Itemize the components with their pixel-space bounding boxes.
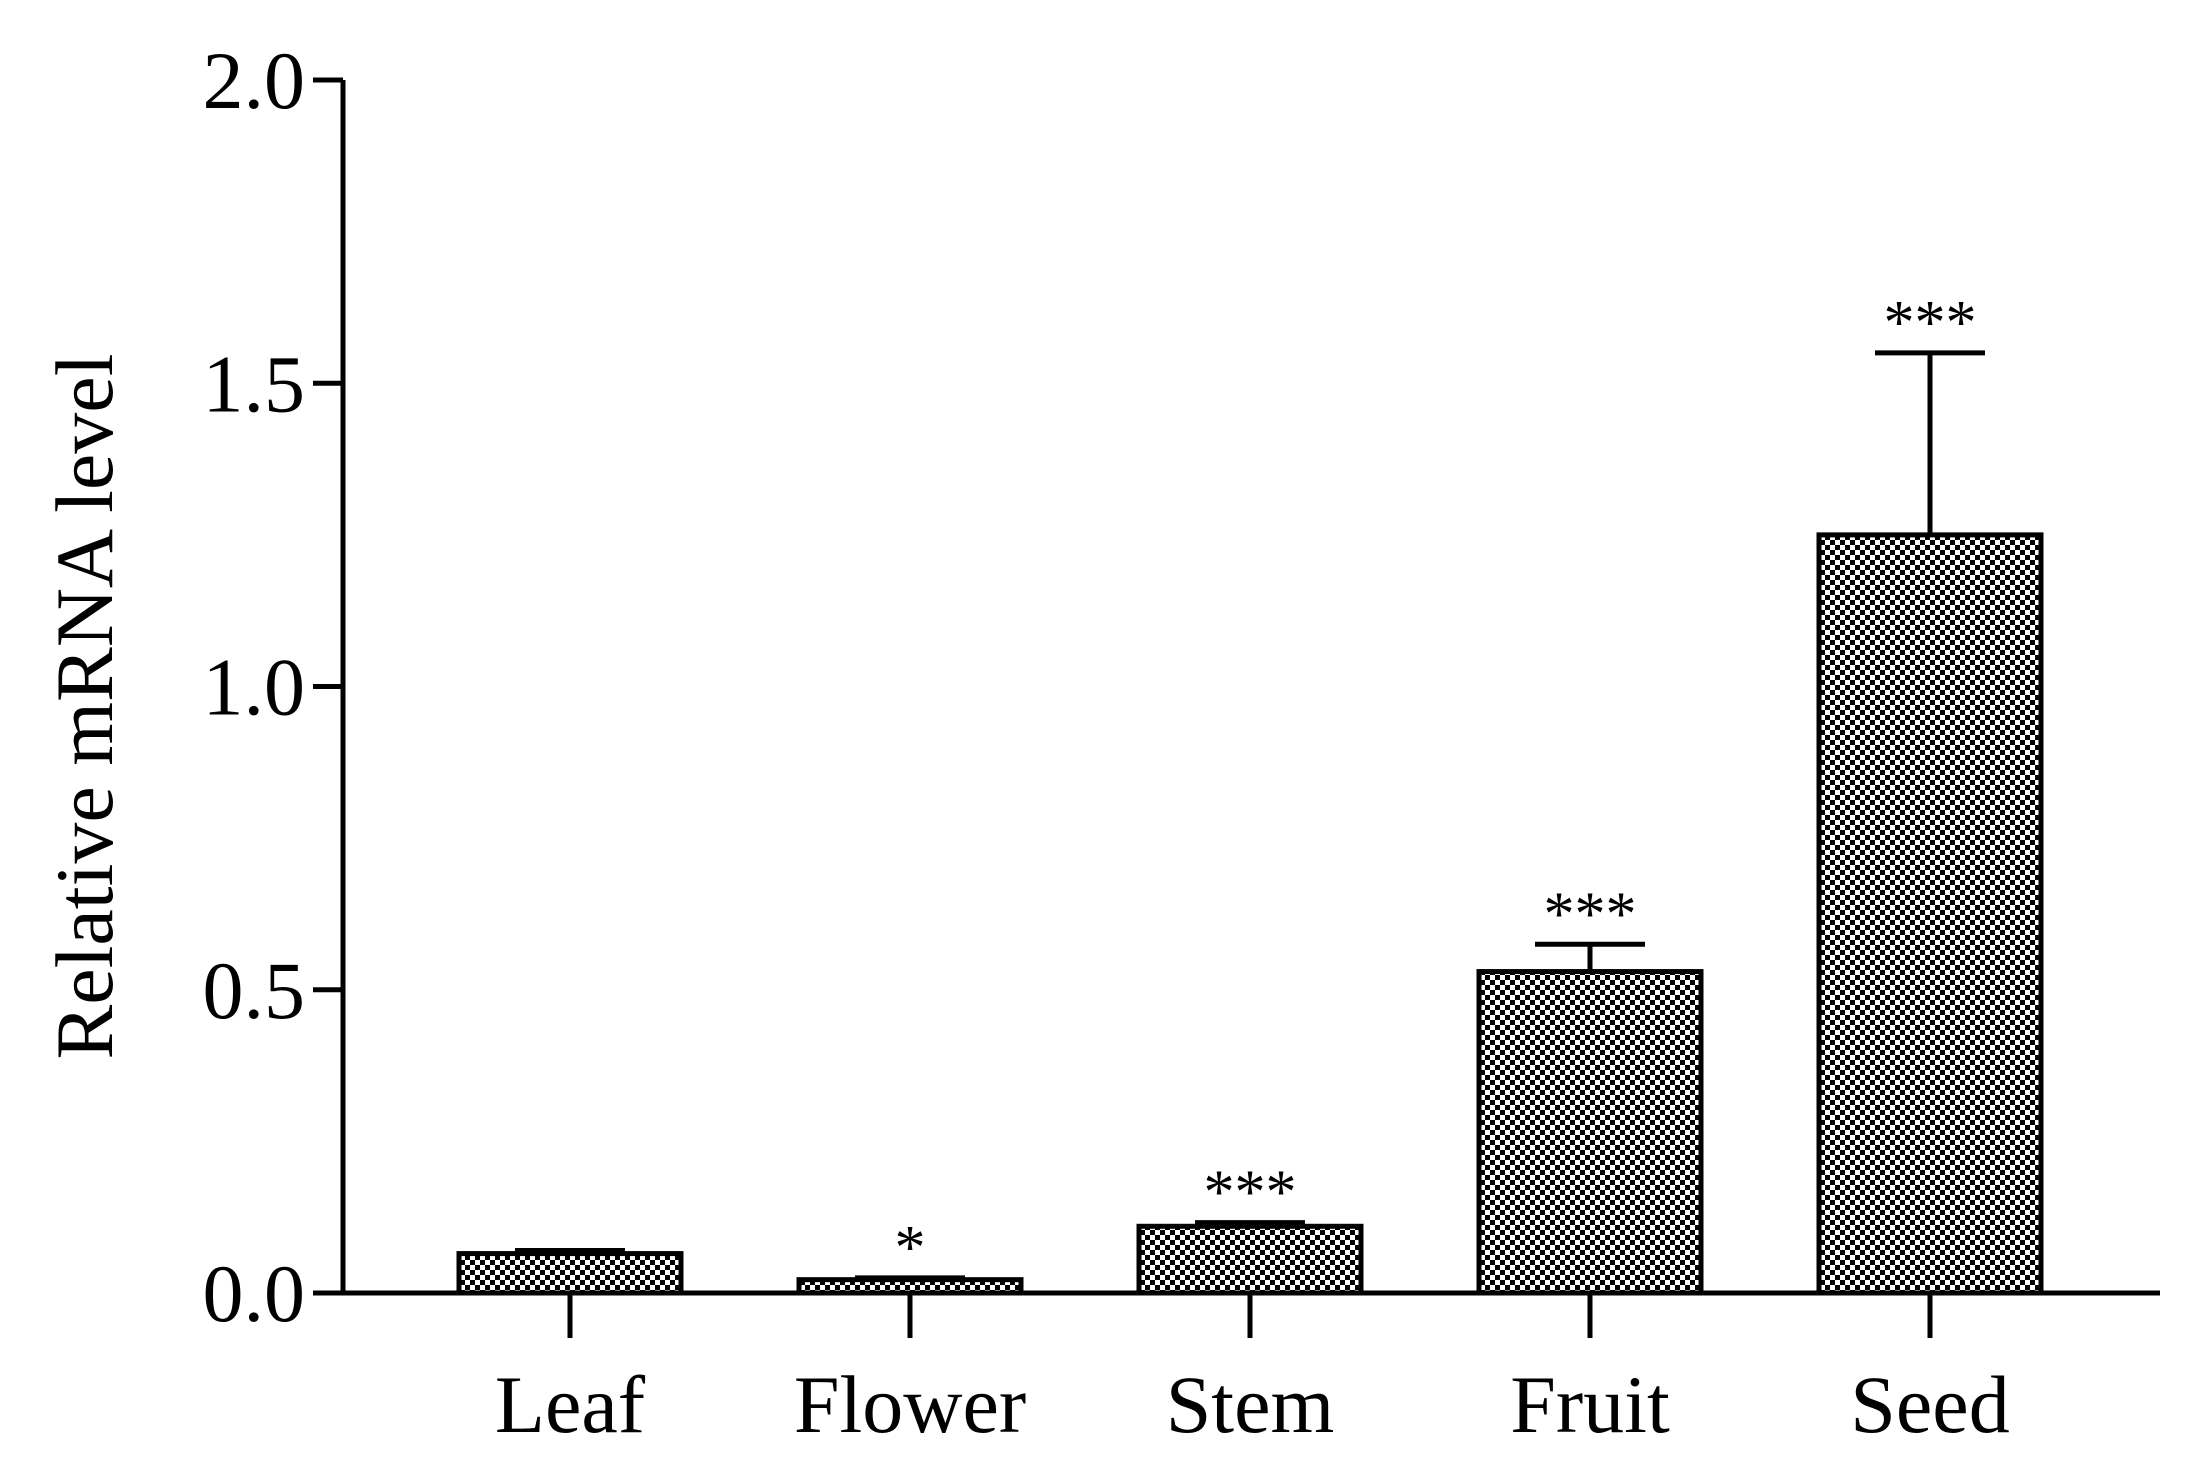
x-tick-label-stem: Stem — [1166, 1359, 1335, 1450]
y-tick-label: 0.0 — [203, 1248, 306, 1339]
y-tick-label: 1.5 — [203, 338, 306, 429]
y-tick-label: 2.0 — [203, 35, 306, 126]
x-tick-label-leaf: Leaf — [495, 1359, 646, 1450]
y-tick-label: 1.0 — [203, 642, 306, 733]
bar-leaf — [456, 1251, 684, 1296]
y-ticks: 0.0 0.5 1.0 1.5 2.0 — [203, 35, 343, 1339]
bar-fruit — [1476, 969, 1704, 1296]
significance-flower: * — [895, 1214, 926, 1282]
y-axis-title: Relative mRNA level — [39, 354, 130, 1060]
x-ticks: Leaf Flower Stem Fruit Seed — [495, 1293, 2010, 1450]
significance-stem: *** — [1204, 1159, 1297, 1227]
significance-seed: *** — [1884, 289, 1977, 357]
y-tick-label: 0.5 — [203, 945, 306, 1036]
significance-fruit: *** — [1544, 880, 1637, 948]
bar-stem — [1136, 1223, 1364, 1296]
bar-seed — [1816, 532, 2044, 1296]
bars-layer: ********** — [456, 289, 2044, 1296]
x-tick-label-fruit: Fruit — [1510, 1359, 1670, 1450]
x-tick-label-seed: Seed — [1850, 1359, 2009, 1450]
x-tick-label-flower: Flower — [794, 1359, 1026, 1450]
